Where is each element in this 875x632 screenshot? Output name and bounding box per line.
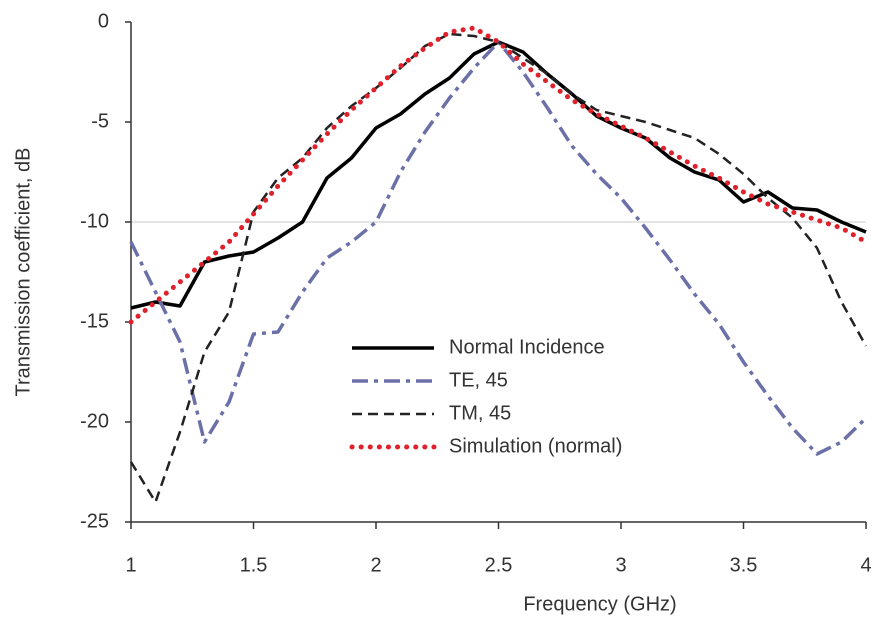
series-line [129, 32, 868, 504]
y-tick-label: -5 [91, 110, 109, 132]
y-tick-label: -20 [80, 410, 109, 432]
legend-label: Normal Incidence [449, 336, 605, 358]
y-tick-label: -15 [80, 310, 109, 332]
y-tick-label: 0 [98, 10, 109, 32]
legend-label: Simulation (normal) [449, 435, 622, 457]
legend-label: TM, 45 [449, 402, 511, 424]
x-tick-label: 4 [860, 554, 871, 576]
x-tick-label: 1.5 [240, 554, 268, 576]
x-tick-label: 2 [370, 554, 381, 576]
x-tick-label: 2.5 [485, 554, 513, 576]
series-line [128, 25, 869, 325]
y-tick-label: -25 [80, 510, 109, 532]
x-tick-label: 3 [615, 554, 626, 576]
legend-label: TE, 45 [449, 369, 508, 391]
x-tick-label: 1 [125, 554, 136, 576]
x-axis-label: Frequency (GHz) [523, 593, 676, 615]
series-line [130, 40, 867, 310]
y-tick-label: -10 [80, 210, 109, 232]
series-line [129, 40, 868, 456]
x-tick-label: 3.5 [730, 554, 758, 576]
y-axis-label: Transmission coefficient, dB [12, 148, 34, 397]
